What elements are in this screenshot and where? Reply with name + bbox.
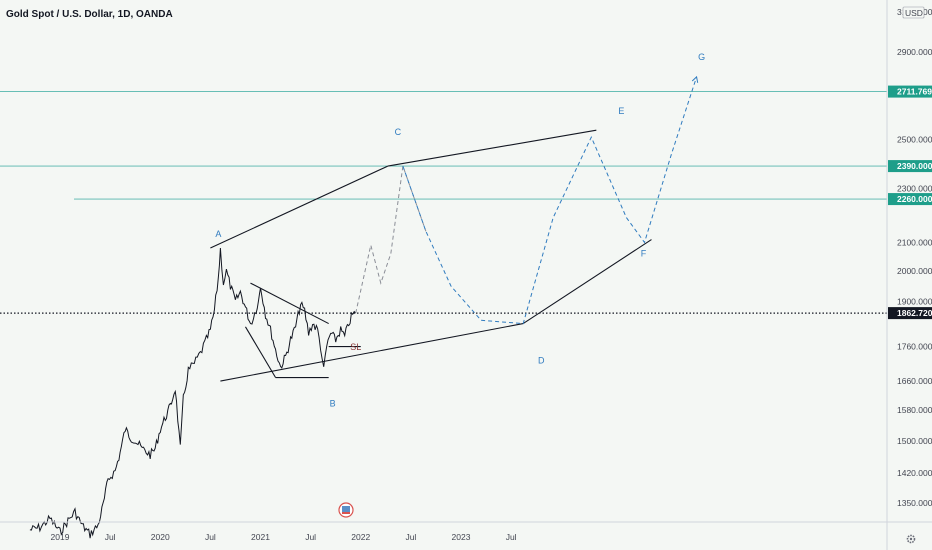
level-price-label: 2711.769 [897, 87, 932, 97]
y-tick-label: 2000.000 [897, 266, 932, 276]
trendline[interactable] [220, 323, 524, 382]
x-tick-label: Jul [305, 532, 316, 542]
wave-label: F [641, 249, 647, 259]
x-tick-label: 2022 [351, 532, 370, 542]
x-tick-label: Jul [105, 532, 116, 542]
wave-label: G [698, 52, 705, 62]
gear-icon[interactable] [906, 534, 916, 544]
level-price-label: 2260.000 [897, 194, 932, 204]
level-price-tag [888, 85, 932, 98]
projection-path[interactable] [402, 76, 698, 325]
projection-arrowhead [691, 75, 699, 83]
wave-label: B [330, 398, 336, 408]
x-tick-label: Jul [205, 532, 216, 542]
economic-event-icon[interactable] [338, 502, 354, 518]
stop-loss-label: SL [350, 342, 361, 352]
trendline[interactable] [522, 239, 652, 325]
x-tick-label: 2019 [51, 532, 70, 542]
trendline[interactable] [210, 165, 389, 249]
trendline[interactable] [244, 326, 277, 378]
price-series-line [29, 247, 357, 539]
x-tick-label: 2021 [251, 532, 270, 542]
y-tick-label: 2500.000 [897, 135, 932, 145]
trendline[interactable] [250, 282, 329, 325]
x-tick-label: Jul [405, 532, 416, 542]
projection-path-near[interactable] [355, 165, 427, 314]
x-tick-label: Jul [506, 532, 517, 542]
chart-title: Gold Spot / U.S. Dollar, 1D, OANDA [6, 9, 173, 20]
y-tick-label: 1900.000 [897, 296, 932, 306]
trendline[interactable] [387, 129, 597, 167]
y-tick-label: 1420.000 [897, 468, 932, 478]
last-price-label: 1862.720 [897, 308, 932, 318]
x-tick-label: 2020 [151, 532, 170, 542]
y-tick-label: 1580.000 [897, 405, 932, 415]
y-tick-label: 1500.000 [897, 436, 932, 446]
y-tick-label: 2100.000 [897, 237, 932, 247]
wave-label: C [395, 127, 402, 137]
wave-label: A [215, 229, 221, 239]
level-price-label: 2390.000 [897, 161, 932, 171]
currency-box[interactable] [902, 6, 925, 19]
y-tick-label: 1760.000 [897, 342, 932, 352]
x-tick-label: 2023 [452, 532, 471, 542]
y-tick-label: 2900.000 [897, 47, 932, 57]
y-tick-label: 1350.000 [897, 498, 932, 508]
y-tick-label: 2300.000 [897, 184, 932, 194]
wave-label: E [618, 106, 624, 116]
level-price-tag [888, 160, 932, 173]
y-tick-label: 1660.000 [897, 376, 932, 386]
last-price-tag [888, 307, 932, 320]
level-price-tag [888, 193, 932, 206]
wave-label: D [538, 356, 545, 366]
currency-label[interactable]: USD [905, 8, 923, 18]
